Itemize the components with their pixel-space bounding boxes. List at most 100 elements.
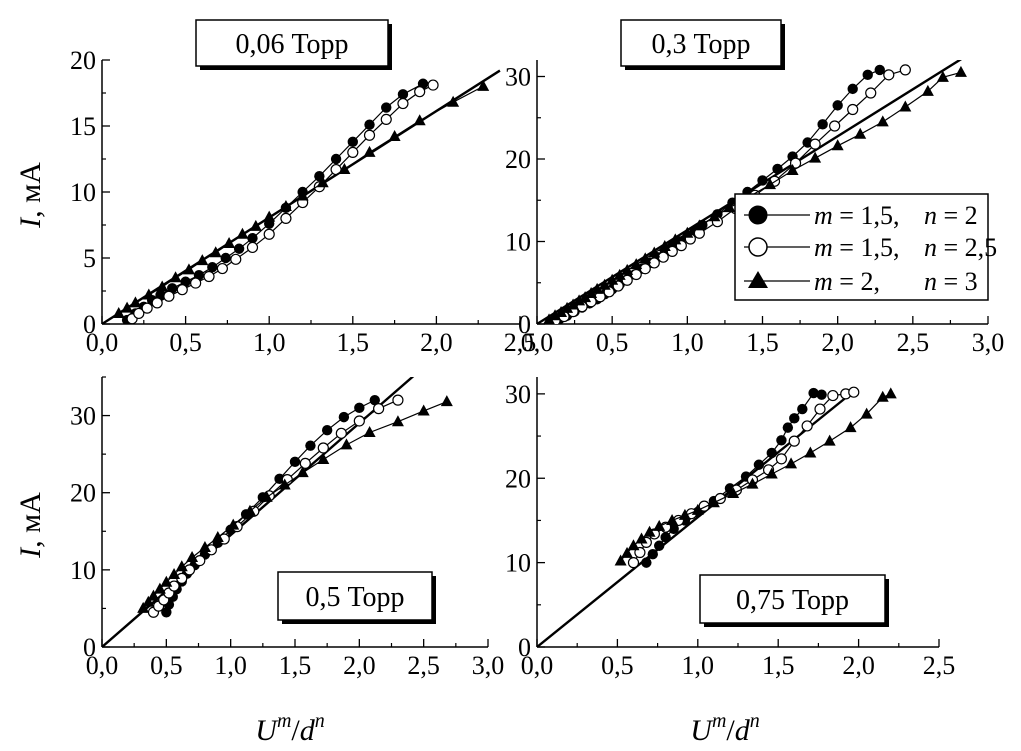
y-tick-label: 10: [505, 228, 531, 257]
point-filled-triangle: [175, 560, 188, 572]
point-open-circle: [666, 245, 678, 257]
point-filled-triangle: [391, 415, 404, 427]
point-open-circle: [847, 103, 859, 116]
x-label-slash: /: [726, 714, 735, 747]
y-tick-label: 20: [505, 145, 531, 174]
x-tick-label: 0,5: [150, 651, 183, 680]
point-filled-circle: [321, 425, 333, 436]
point-open-circle: [865, 87, 877, 99]
point-filled-triangle: [854, 127, 867, 139]
x-tick-label: 2,5: [407, 651, 440, 680]
point-open-circle: [299, 457, 311, 469]
point-filled-circle: [330, 153, 342, 165]
x-tick-label: 2,5: [504, 328, 537, 357]
legend-entry-1: m = 1,5, n = 2: [744, 201, 978, 230]
x-tick-label: 2,0: [842, 651, 875, 680]
x-tick-label: 0,0: [521, 328, 554, 357]
point-filled-triangle: [598, 278, 611, 290]
series-filled-triangle: [614, 387, 897, 566]
point-filled-triangle: [591, 282, 604, 294]
point-open-circle: [827, 389, 839, 402]
point-filled-triangle: [388, 130, 401, 142]
point-filled-circle: [862, 69, 873, 81]
point-open-circle: [809, 138, 821, 150]
point-filled-circle: [364, 119, 375, 130]
legend-n-value: = 2,5: [937, 233, 997, 262]
point-filled-circle: [832, 100, 843, 111]
point-filled-triangle: [899, 100, 912, 112]
x-label-slash: /: [291, 714, 300, 747]
point-filled-triangle: [567, 298, 580, 310]
point-open-circle: [899, 64, 911, 76]
point-filled-triangle: [278, 478, 291, 490]
point-filled-triangle: [844, 421, 857, 433]
point-filled-circle: [660, 532, 671, 543]
point-filled-circle: [874, 64, 885, 76]
point-filled-triangle: [316, 176, 329, 188]
point-filled-triangle: [884, 387, 897, 399]
legend-entry-3: m = 2, n = 3: [744, 267, 978, 296]
legend-marker-filled-circle: [748, 205, 768, 225]
point-filled-triangle: [447, 95, 460, 107]
series-line: [131, 84, 434, 320]
point-filled-circle: [816, 389, 827, 400]
point-filled-triangle: [156, 280, 169, 292]
point-open-circle: [627, 557, 640, 569]
legend-m-value: = 2,: [833, 267, 880, 296]
x-label-m: m: [277, 710, 291, 732]
point-filled-triangle: [413, 114, 426, 126]
point-open-circle: [883, 69, 895, 81]
y-axis-label-top: I, мА: [14, 162, 47, 229]
point-open-circle: [347, 146, 359, 158]
x-tick-label: 2,0: [420, 328, 453, 357]
x-label-m: m: [712, 710, 726, 732]
point-filled-triangle: [296, 189, 309, 201]
legend-m: m: [814, 233, 833, 262]
y-tick-label: 0: [518, 633, 531, 662]
x-label-U: U: [255, 714, 279, 747]
point-filled-triangle: [227, 518, 240, 530]
point-open-circle: [230, 253, 242, 265]
series-filled-circle: [641, 387, 827, 568]
series-filled-triangle: [112, 79, 490, 318]
y-axis-label-bottom: I, мА: [14, 492, 47, 559]
point-filled-circle: [647, 548, 658, 560]
point-filled-circle: [641, 557, 652, 568]
point-filled-triangle: [477, 79, 490, 91]
legend-label: m = 1,5, n = 2: [814, 201, 978, 230]
point-filled-triangle: [804, 446, 817, 458]
point-filled-triangle: [160, 575, 173, 587]
point-filled-triangle: [678, 508, 691, 520]
point-filled-circle: [847, 83, 858, 95]
point-open-circle: [397, 97, 409, 110]
point-filled-triangle: [707, 496, 720, 508]
point-filled-triangle: [936, 70, 949, 82]
x-label-n: n: [750, 710, 760, 732]
point-filled-triangle: [263, 210, 276, 222]
legend: m = 1,5, n = 2 m = 1,5, n = 2,5 m = 2, n = …: [734, 193, 997, 301]
point-filled-circle: [808, 387, 819, 399]
y-tick-label: 5: [83, 244, 96, 273]
point-filled-circle: [305, 440, 316, 451]
point-filled-triangle: [860, 407, 873, 419]
point-filled-triangle: [876, 390, 889, 402]
legend-label: m = 1,5, n = 2,5: [814, 233, 997, 262]
point-filled-triangle: [723, 201, 736, 213]
panel-title: 0,06 Торр: [236, 29, 349, 60]
legend-m-value: = 1,5,: [833, 233, 900, 262]
panel-4: 0,0 0,5 1,0 1,5 2,0 2,5 0 10 20 30 0,75 Торр: [505, 377, 955, 680]
series-filled-triangle: [543, 65, 967, 324]
legend-n-value: = 2: [937, 201, 978, 230]
point-filled-triangle: [147, 589, 160, 601]
point-filled-triangle: [317, 453, 330, 465]
x-label-d: d: [300, 714, 316, 747]
x-label-n: n: [315, 710, 325, 732]
point-filled-circle: [369, 394, 380, 406]
plot-area: [537, 386, 897, 647]
point-filled-triangle: [627, 539, 640, 551]
y-tick-label: 20: [505, 464, 531, 493]
point-filled-circle: [753, 459, 765, 470]
point-filled-triangle: [954, 65, 967, 77]
